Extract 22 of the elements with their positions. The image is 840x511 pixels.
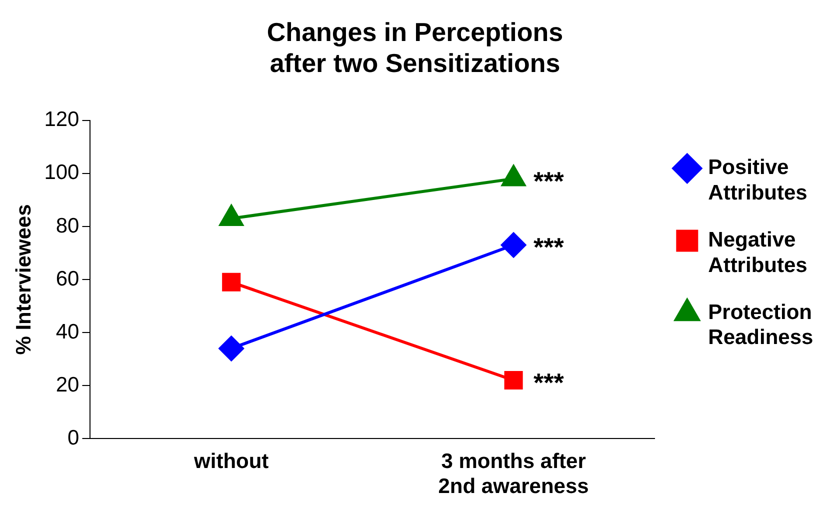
point bbox=[219, 205, 244, 226]
annotation: *** bbox=[534, 166, 565, 196]
annotation: *** bbox=[534, 232, 565, 262]
y-tick-label: 20 bbox=[56, 373, 80, 396]
point bbox=[218, 336, 244, 361]
y-tick-label: 60 bbox=[56, 267, 80, 290]
annotation: *** bbox=[534, 367, 565, 398]
chart-title: Changes in Perceptions after two Sensitizations bbox=[266, 16, 564, 78]
point bbox=[222, 272, 241, 292]
y-axis-title: % Interviewees bbox=[12, 204, 36, 355]
x-tick-label: without bbox=[193, 450, 269, 473]
legend-label: Positive Attributes bbox=[708, 156, 808, 204]
point bbox=[504, 370, 523, 390]
y-tick-label: 80 bbox=[56, 214, 80, 238]
point bbox=[502, 165, 526, 186]
y-tick-label: 120 bbox=[44, 108, 80, 132]
y-tick-label: 40 bbox=[56, 320, 80, 344]
legend-label: Negative Attributes bbox=[708, 228, 808, 277]
y-tick-label: 0 bbox=[68, 426, 80, 450]
y-tick-label: 100 bbox=[44, 161, 80, 184]
legend-label: Protection Readiness bbox=[708, 300, 814, 350]
x-tick-label: 3 months after 2nd awareness bbox=[438, 450, 589, 498]
